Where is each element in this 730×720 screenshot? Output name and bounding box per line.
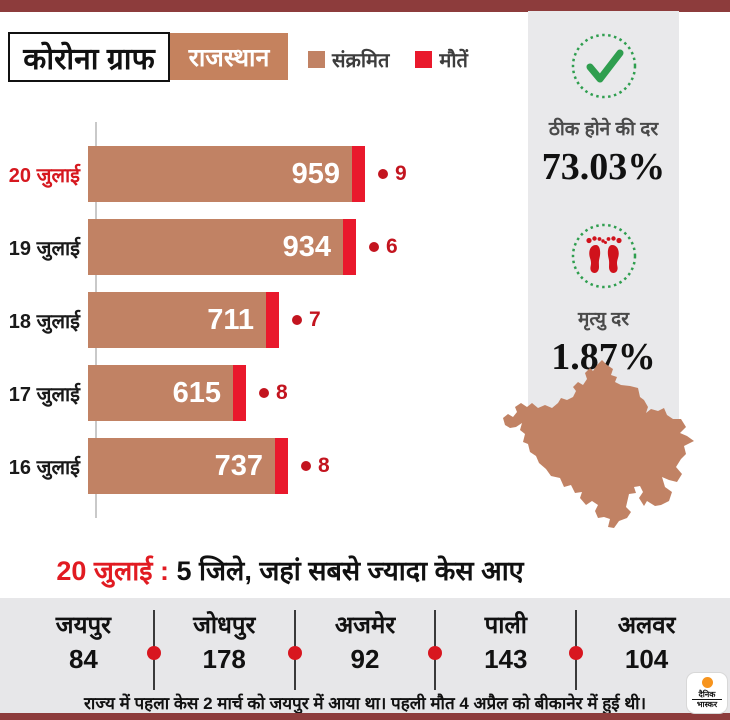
logo-text-line2: भास्कर	[692, 699, 722, 709]
infected-value: 737	[214, 449, 263, 482]
district-name: पाली	[484, 612, 527, 639]
infected-value: 959	[291, 157, 340, 190]
district-name: जयपुर	[55, 612, 111, 639]
top-accent-bar	[0, 0, 730, 12]
infected-bar: 737	[88, 438, 275, 494]
district-case-count: 84	[68, 644, 98, 674]
divider-dot-icon	[569, 646, 584, 660]
deaths-value: 8	[318, 454, 330, 477]
infected-bar: 934	[88, 219, 343, 275]
infected-value: 615	[172, 376, 221, 409]
legend-label: संक्रमित	[332, 50, 390, 72]
district-name: जोधपुर	[193, 612, 256, 639]
check-icon	[571, 33, 636, 99]
districts-heading-date: 20 जुलाई :	[56, 556, 170, 586]
district-divider	[287, 610, 302, 690]
deaths-bar-tip	[266, 292, 279, 348]
districts-heading: 20 जुलाई : 5 जिले, जहां सबसे ज्यादा केस …	[0, 551, 730, 588]
infected-bar: 959	[88, 146, 352, 202]
district-case-count: 178	[202, 644, 246, 674]
legend-label: मौतें	[439, 50, 468, 72]
recovery-rate-value: 73.03%	[541, 146, 666, 188]
rajasthan-map	[503, 360, 694, 528]
districts-heading-text: 5 जिले, जहां सबसे ज्यादा केस आए	[169, 556, 524, 586]
deaths-callout: 6	[369, 235, 398, 259]
district-item: जयपुर 84	[14, 606, 153, 690]
brown-square-swatch	[308, 51, 325, 68]
districts-band: जयपुर 84 जोधपुर 178 अजमेर 92 पाली 143 अलवर 104 रा…	[0, 598, 730, 713]
district-name: अजमेर	[334, 612, 396, 639]
district-item: पाली 143	[436, 606, 575, 690]
deaths-value: 8	[276, 381, 288, 404]
divider-dot-icon	[428, 646, 443, 660]
deaths-value: 9	[395, 162, 407, 185]
logo-text-line1: दैनिक	[698, 690, 716, 699]
footnote: राज्य में पहला केस 2 मार्च को जयपुर में …	[83, 694, 647, 713]
deaths-bar-tip	[233, 365, 246, 421]
deaths-bar-tip	[275, 438, 288, 494]
deaths-callout: 8	[259, 381, 288, 405]
deaths-callout: 8	[301, 454, 330, 478]
feet-icon	[571, 223, 636, 289]
district-name: अलवर	[617, 612, 676, 639]
legend-item: संक्रमित	[308, 46, 389, 73]
district-case-count: 143	[484, 644, 528, 674]
bullet-dot-icon	[301, 461, 311, 471]
chart-row: 18 जुलाई 711 7	[0, 292, 560, 348]
chart-legend: संक्रमित मौतें	[308, 46, 468, 73]
bar-chart: 20 जुलाई 959 9 19 जुलाई 934 6 18 जुलाई 711 7 17 ज…	[0, 146, 560, 511]
infected-bar: 615	[88, 365, 233, 421]
bullet-dot-icon	[378, 169, 388, 179]
infected-value: 711	[207, 303, 254, 336]
chart-row: 20 जुलाई 959 9	[0, 146, 560, 202]
red-square-swatch	[415, 51, 433, 68]
bullet-dot-icon	[292, 315, 302, 325]
dainik-bhaskar-logo: दैनिक भास्कर	[686, 672, 728, 714]
chart-row: 16 जुलाई 737 8	[0, 438, 560, 494]
legend-item: मौतें	[415, 46, 468, 73]
bullet-dot-icon	[369, 242, 379, 252]
district-item: अजमेर 92	[296, 606, 435, 690]
deaths-callout: 9	[378, 162, 407, 186]
districts-row: जयपुर 84 जोधपुर 178 अजमेर 92 पाली 143 अलवर 104	[0, 606, 730, 690]
bullet-dot-icon	[259, 388, 269, 398]
deaths-value: 7	[309, 308, 321, 331]
district-divider	[569, 610, 584, 690]
page-title: कोरोना ग्राफ	[8, 32, 170, 82]
deaths-bar-tip	[343, 219, 356, 275]
district-item: जोधपुर 178	[155, 606, 294, 690]
divider-dot-icon	[146, 646, 161, 660]
deaths-callout: 7	[292, 308, 321, 332]
district-divider	[146, 610, 161, 690]
district-case-count: 104	[624, 644, 669, 674]
infected-bar: 711	[88, 292, 266, 348]
sun-icon	[701, 677, 713, 688]
chart-row: 19 जुलाई 934 6	[0, 219, 560, 275]
date-label: 17 जुलाई	[8, 383, 80, 406]
bottom-accent-bar	[0, 713, 730, 720]
date-label: 18 जुलाई	[8, 310, 80, 333]
district-case-count: 92	[350, 644, 380, 674]
infected-value: 934	[282, 230, 331, 263]
date-label: 19 जुलाई	[8, 237, 80, 260]
deaths-value: 6	[386, 235, 398, 258]
divider-dot-icon	[287, 646, 302, 660]
date-label: 20 जुलाई	[8, 164, 80, 187]
death-rate-label: मृत्यु दर	[577, 309, 630, 330]
district-divider	[428, 610, 443, 690]
region-badge: राजस्थान	[170, 33, 288, 80]
chart-row: 17 जुलाई 615 8	[0, 365, 560, 421]
deaths-bar-tip	[352, 146, 365, 202]
district-item: अलवर 104	[577, 606, 716, 690]
date-label: 16 जुलाई	[8, 456, 80, 479]
recovery-rate-label: ठीक होने की दर	[548, 119, 659, 140]
